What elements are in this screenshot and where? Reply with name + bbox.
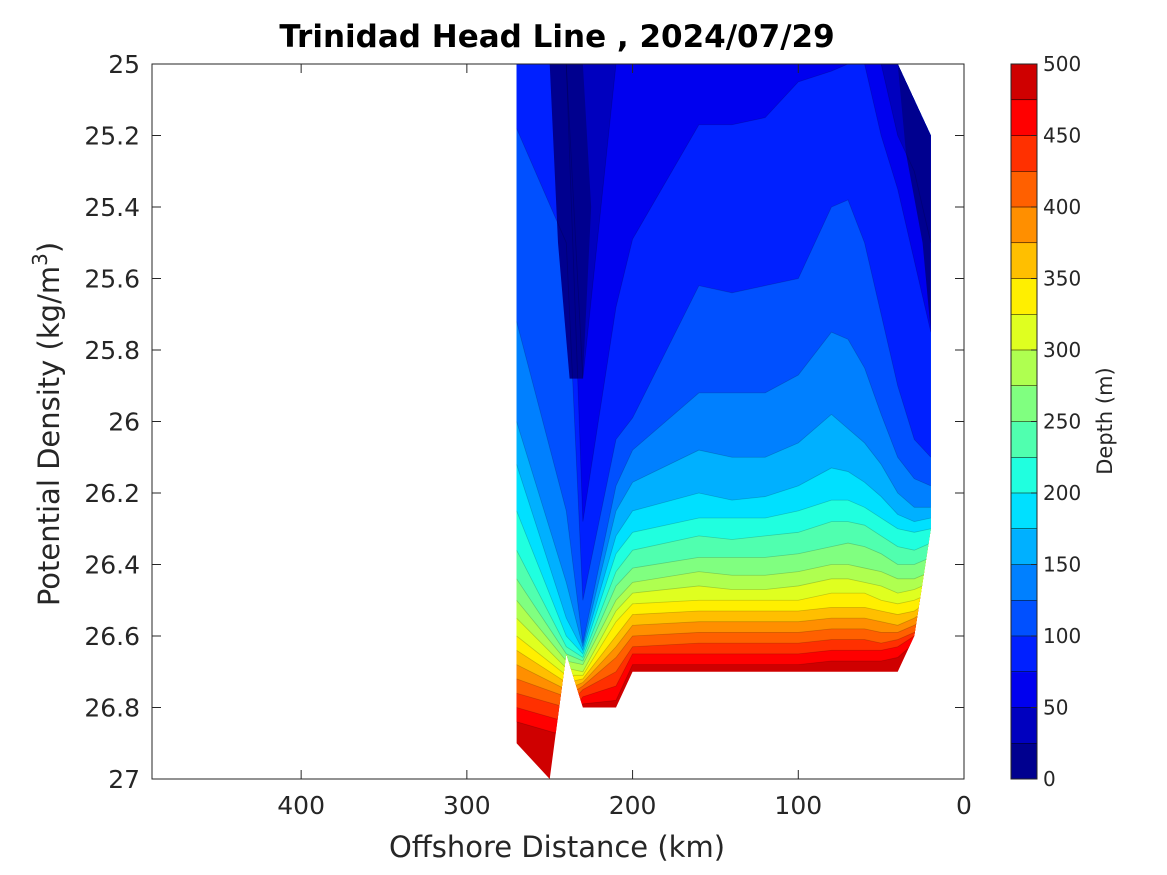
y-axis: 25 25.2 25.4 25.6 25.8 26 26.2 26.4 26.6 26.8 27 (84, 50, 964, 794)
colorbar-swatch (1011, 314, 1037, 351)
colorbar-tick-label: 50 (1043, 696, 1068, 720)
y-tick-label: 26.4 (84, 551, 140, 580)
contour-line-100 (516, 321, 931, 644)
colorbar-label: Depth (m) (1093, 367, 1117, 474)
colorbar-swatch (1011, 171, 1037, 208)
y-axis-label-main: Potential Density (kg/m (32, 266, 66, 606)
contour-fill (516, 64, 931, 779)
colorbar-tick-label: 150 (1043, 553, 1081, 577)
contour-lines (516, 64, 931, 737)
colorbar-swatch (1011, 350, 1037, 387)
colorbar-swatch (1011, 636, 1037, 673)
contour-line-175 (516, 499, 931, 655)
y-tick-label: 26 (108, 408, 140, 437)
colorbar-swatch (1011, 743, 1037, 780)
y-tick-label: 26.6 (84, 622, 140, 651)
colorbar-swatch (1011, 242, 1037, 279)
colorbar-tick-label: 250 (1043, 410, 1081, 434)
y-tick-label: 26.2 (84, 479, 140, 508)
chart-title: Trinidad Head Line , 2024/07/29 (279, 19, 834, 55)
colorbar-tick-label: 100 (1043, 624, 1081, 648)
y-tick-label: 25 (108, 50, 140, 79)
colorbar-swatch (1011, 564, 1037, 601)
y-tick-label: 25.8 (84, 336, 140, 365)
contour-line-275 (516, 578, 931, 673)
colorbar-swatch (1011, 707, 1037, 744)
colorbar-swatch (1011, 671, 1037, 708)
contour-line-250 (516, 564, 931, 666)
colorbar-tick-label: 0 (1043, 767, 1056, 791)
x-tick-label: 0 (956, 791, 972, 820)
contour-line-325 (516, 599, 931, 683)
colorbar: 0 50 100 150 200 250 300 350 400 450 500 (1010, 52, 1081, 791)
y-tick-label: 25.6 (84, 265, 140, 294)
colorbar-swatch (1011, 135, 1037, 172)
y-tick-label: 26.8 (84, 694, 140, 723)
colorbar-swatch (1011, 421, 1037, 458)
contour-line-400 (516, 621, 931, 708)
contour-line-225 (516, 542, 931, 662)
y-tick-label: 25.4 (84, 193, 140, 222)
depth-band-shallowest-0 (549, 64, 592, 379)
y-tick-label: 25.2 (84, 122, 140, 151)
colorbar-tick-label: 350 (1043, 267, 1081, 291)
contour-line-25 (516, 64, 931, 379)
x-tick-label: 100 (774, 791, 822, 820)
colorbar-swatch (1011, 600, 1037, 637)
colorbar-swatch (1011, 278, 1037, 315)
depth-band-shallowest-1 (897, 64, 931, 333)
contour-line-300 (516, 592, 931, 676)
contour-line-200 (516, 521, 931, 659)
colorbar-swatch (1011, 99, 1037, 136)
colorbar-swatch (1011, 493, 1037, 530)
colorbar-tick-label: 200 (1043, 481, 1081, 505)
colorbar-tick-label: 400 (1043, 195, 1081, 219)
x-tick-label: 300 (443, 791, 491, 820)
contour-line-125 (516, 413, 931, 647)
x-tick-label: 400 (277, 791, 325, 820)
depth-band-50 (516, 64, 931, 522)
contour-line-75 (516, 128, 931, 601)
contour-line-50 (516, 64, 931, 522)
colorbar-tick-label: 300 (1043, 338, 1081, 362)
contour-line-450 (516, 635, 931, 737)
colorbar-swatch (1011, 457, 1037, 494)
colorbar-tick-label: 450 (1043, 124, 1081, 148)
y-axis-label-sup: 3 (28, 253, 52, 266)
colorbar-swatch (1011, 528, 1037, 565)
x-axis: 400 300 200 100 0 (277, 64, 972, 820)
colorbar-tick-label: 500 (1043, 52, 1081, 76)
colorbar-swatch (1011, 207, 1037, 244)
x-axis-label: Offshore Distance (km) (389, 830, 725, 864)
x-tick-label: 200 (609, 791, 657, 820)
y-tick-label: 27 (108, 765, 140, 794)
contour-line-375 (516, 614, 931, 698)
y-axis-label-close: ) (32, 242, 66, 253)
contour-line-425 (516, 628, 931, 723)
y-axis-label: Potential Density (kg/m3) (28, 242, 66, 606)
contour-line-350 (516, 607, 931, 691)
colorbar-swatch (1011, 64, 1037, 101)
contour-line-150 (516, 464, 931, 652)
colorbar-swatch (1011, 385, 1037, 422)
